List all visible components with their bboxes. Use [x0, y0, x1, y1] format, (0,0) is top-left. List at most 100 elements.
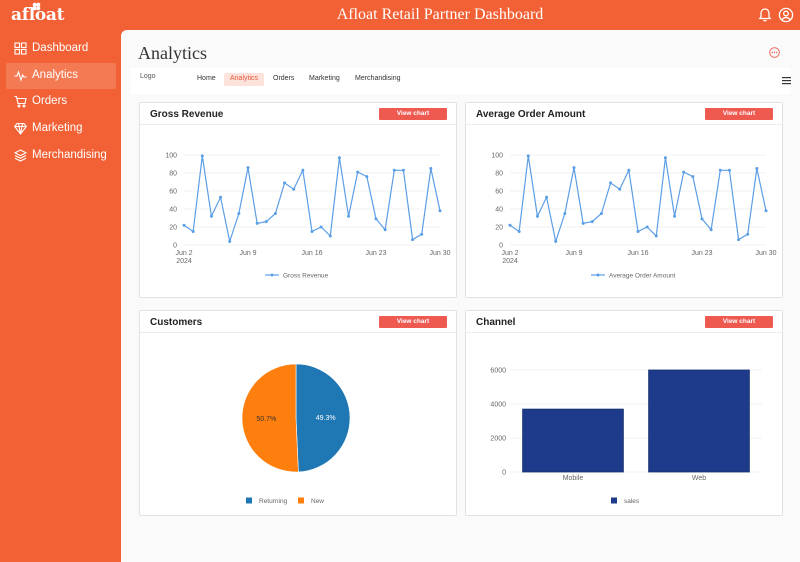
data-point	[273, 212, 277, 215]
data-point	[319, 225, 323, 229]
bell-icon[interactable]	[757, 7, 773, 23]
data-point	[682, 170, 686, 174]
data-point	[191, 230, 195, 233]
sidebar-item-orders[interactable]: Orders	[6, 89, 116, 115]
data-point	[581, 221, 585, 225]
pie-value-label: 50.7%	[256, 416, 276, 423]
user-icon[interactable]	[778, 7, 794, 23]
data-point	[365, 175, 369, 179]
y-tick-label: 40	[169, 207, 177, 214]
data-point	[572, 166, 576, 170]
card-divider	[466, 332, 782, 333]
y-tick-label: 6000	[490, 368, 506, 375]
series-line	[183, 155, 441, 244]
data-point	[517, 230, 521, 233]
data-point	[328, 234, 332, 238]
sidebar: Dashboard Analytics Orders Marketing Mer…	[0, 30, 120, 562]
pie-value-label: 49.3%	[316, 415, 336, 422]
legend-label: sales	[624, 498, 640, 505]
x-tick-label: Jun 9	[565, 250, 582, 257]
data-point	[691, 175, 695, 179]
data-point	[590, 220, 594, 224]
x-tick-year-label: 2024	[176, 258, 192, 265]
data-point	[764, 209, 768, 213]
legend-label: Returning	[259, 498, 288, 505]
view-chart-button[interactable]: View chart	[705, 316, 773, 328]
bar	[522, 408, 624, 473]
sidebar-item-marketing[interactable]: Marketing	[6, 116, 116, 142]
sidebar-item-label: Dashboard	[32, 42, 89, 54]
y-tick-label: 40	[495, 207, 503, 214]
activity-icon	[14, 70, 27, 82]
data-point	[554, 239, 558, 243]
y-tick-label: 0	[499, 243, 503, 250]
sub-navigation: Logo Home Analytics Orders Marketing Mer…	[131, 68, 791, 94]
data-point	[535, 214, 539, 218]
legend-label: New	[311, 498, 324, 505]
data-point	[219, 195, 223, 199]
more-options-icon[interactable]	[769, 47, 780, 58]
data-point	[438, 209, 442, 213]
data-point	[700, 217, 704, 221]
sidebar-item-merchandising[interactable]: Merchandising	[6, 143, 116, 169]
sidebar-item-label: Orders	[32, 95, 68, 107]
gross-revenue-card: Gross Revenue View chart 0 20 40 60 80 100 Jun…	[139, 102, 457, 298]
sidebar-item-label: Analytics	[32, 69, 79, 81]
data-point	[599, 212, 603, 215]
data-point	[383, 228, 387, 232]
sidebar-item-analytics[interactable]: Analytics	[6, 63, 116, 89]
sidebar-item-label: Marketing	[32, 122, 83, 134]
data-point	[645, 225, 649, 229]
x-tick-label: Jun 16	[301, 250, 322, 257]
data-point	[563, 212, 567, 215]
x-tick-label: Jun 9	[239, 250, 256, 257]
data-point	[545, 195, 549, 199]
tab-merchandising[interactable]: Merchandising	[355, 75, 401, 82]
brand-logo[interactable]: afloat	[11, 5, 65, 25]
card-divider	[466, 124, 782, 125]
channel-card: Channel View chart 0 2000 4000 6000 Mobile We…	[465, 310, 783, 516]
sidebar-item-dashboard[interactable]: Dashboard	[6, 36, 116, 62]
legend-label: Average Order Amount	[609, 272, 676, 279]
x-tick-label: Jun 2	[175, 250, 192, 257]
data-point	[737, 238, 741, 242]
data-point	[654, 234, 658, 238]
data-point	[618, 187, 622, 191]
diamond-icon	[14, 122, 27, 135]
data-point	[301, 168, 305, 172]
pie-slice	[295, 363, 351, 473]
tab-marketing[interactable]: Marketing	[309, 75, 340, 82]
data-point	[283, 181, 287, 185]
top-bar: afloat Afloat Retail Partner Dashboard	[0, 0, 800, 30]
page-title: Analytics	[138, 43, 207, 63]
hamburger-menu-icon[interactable]	[782, 76, 791, 85]
data-point	[237, 212, 241, 215]
data-point	[310, 230, 314, 233]
y-tick-label: 60	[169, 189, 177, 196]
grid-icon	[14, 42, 27, 55]
card-title: Channel	[476, 317, 516, 328]
data-point	[182, 223, 186, 227]
x-tick-label: Mobile	[563, 475, 584, 482]
sidebar-item-label: Merchandising	[32, 149, 107, 161]
data-point	[246, 166, 250, 170]
view-chart-button[interactable]: View chart	[379, 108, 447, 120]
data-point	[663, 156, 667, 160]
tab-orders[interactable]: Orders	[273, 75, 295, 82]
y-tick-label: 20	[169, 225, 177, 232]
data-point	[374, 217, 378, 221]
series-line	[509, 155, 767, 244]
y-tick-label: 100	[165, 153, 177, 160]
tab-home[interactable]: Home	[197, 75, 216, 82]
view-chart-button[interactable]: View chart	[379, 316, 447, 328]
tab-analytics[interactable]: Analytics	[224, 73, 265, 86]
data-point	[746, 232, 750, 236]
data-point	[526, 154, 530, 158]
view-chart-button[interactable]: View chart	[705, 108, 773, 120]
x-tick-label: Jun 23	[365, 250, 386, 257]
legend-marker	[596, 273, 600, 277]
x-tick-label: Web	[692, 475, 706, 482]
x-tick-label: Jun 30	[429, 250, 450, 257]
card-title: Customers	[150, 317, 203, 328]
customers-chart: 49.3% 50.7% Returning New	[241, 363, 351, 505]
